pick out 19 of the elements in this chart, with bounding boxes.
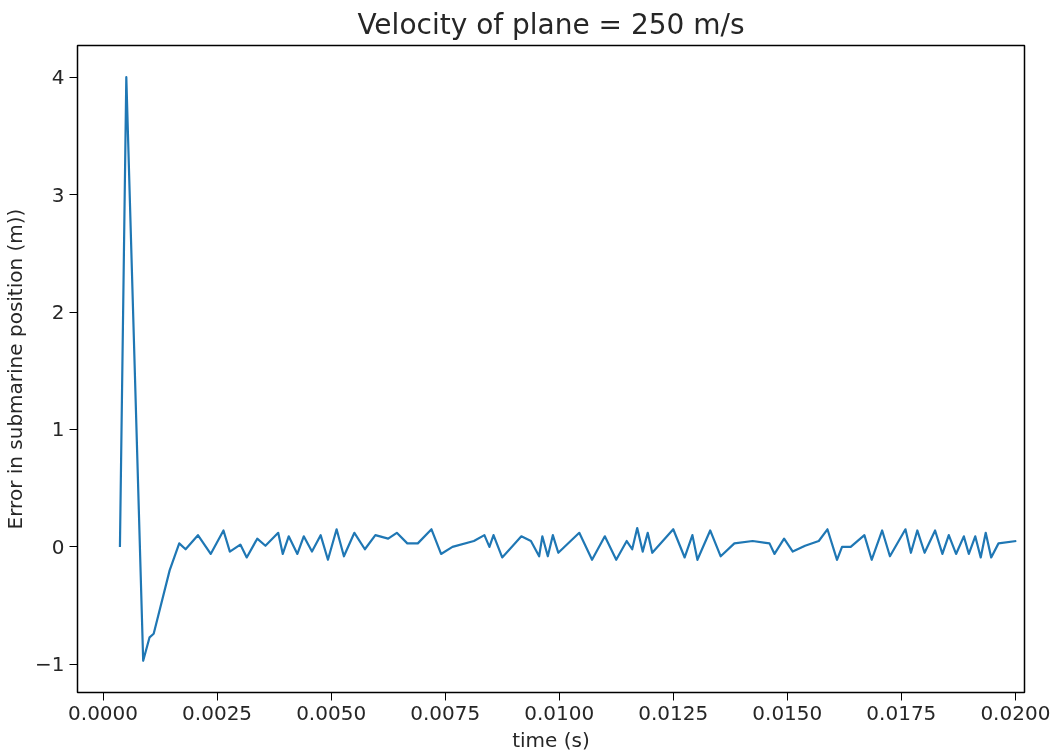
x-tick-label: 0.0050 (296, 700, 367, 725)
x-tick-label: 0.0125 (638, 700, 709, 725)
x-tick-label: 0.0100 (524, 700, 595, 725)
y-tick-label: 2 (51, 300, 65, 325)
y-tick-label: 1 (51, 417, 65, 442)
x-tick-label: 0.0025 (182, 700, 253, 725)
x-tick-label: 0.0200 (980, 700, 1051, 725)
chart-title: Velocity of plane = 250 m/s (357, 7, 745, 41)
y-tick-label: 4 (51, 65, 65, 90)
line-series (118, 76, 1018, 662)
x-tick-label: 0.0175 (866, 700, 937, 725)
y-tick-label: 0 (51, 534, 65, 559)
y-tick-label: −1 (35, 652, 65, 677)
x-tick-label: 0.0000 (68, 700, 139, 725)
x-tick-label: 0.0150 (752, 700, 823, 725)
y-axis-title: Error in submarine position (m)) (3, 208, 28, 530)
x-axis-title: time (s) (512, 727, 590, 752)
x-tick-label: 0.0075 (410, 700, 481, 725)
y-tick-label: 3 (51, 182, 65, 207)
